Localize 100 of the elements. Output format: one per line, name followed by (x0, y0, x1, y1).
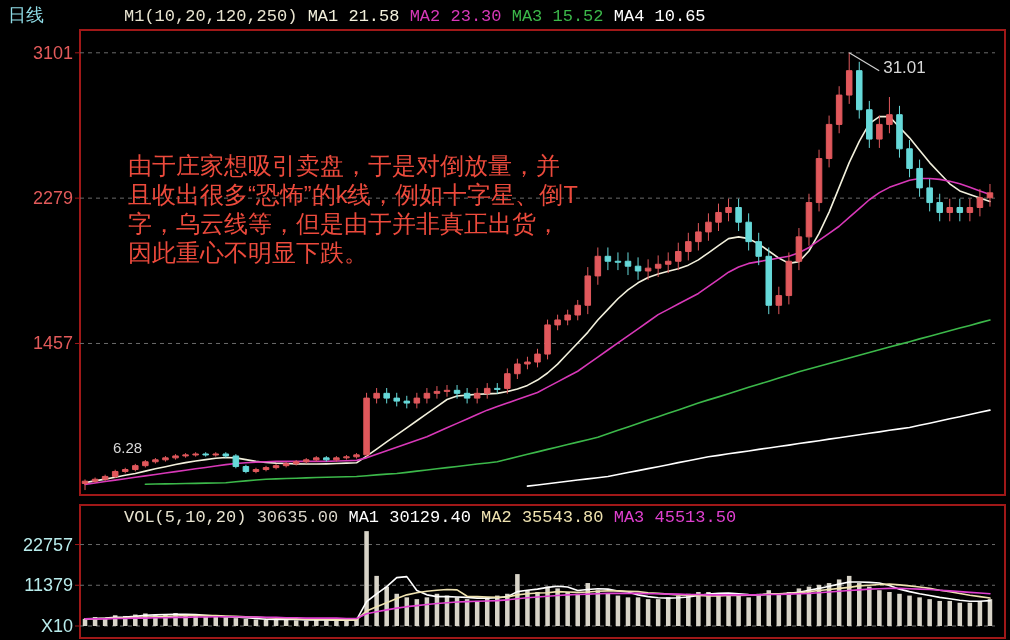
candlestick (383, 387, 390, 404)
candlestick (192, 451, 199, 458)
candlestick (886, 96, 893, 134)
candlestick (423, 387, 431, 404)
bar (676, 595, 681, 626)
candlestick (805, 193, 813, 247)
candlestick (735, 198, 742, 232)
candlestick (91, 477, 99, 484)
line-series (526, 409, 991, 487)
candlestick (715, 203, 722, 232)
bar (877, 590, 882, 626)
candlestick (906, 139, 913, 178)
bar (213, 617, 218, 626)
y-tick-label: 11379 (24, 575, 73, 596)
candlestick (313, 455, 320, 463)
candlestick (685, 232, 692, 261)
chart-title: 日线 (8, 5, 44, 25)
bar (293, 620, 299, 626)
bar (736, 595, 741, 626)
candlestick (212, 451, 220, 458)
text: MA1 30129.40 (348, 508, 482, 527)
candlestick (956, 198, 964, 222)
text: MA4 10.65 (613, 7, 706, 26)
candlestick (695, 222, 702, 251)
candlestick (111, 469, 119, 479)
candlestick (172, 453, 179, 461)
candlestick (564, 309, 571, 326)
candlestick (121, 467, 129, 474)
candlestick (855, 61, 863, 120)
candlestick (654, 254, 662, 278)
bar (947, 600, 953, 626)
text: MA2 23.30 (409, 7, 512, 26)
bar (555, 588, 560, 626)
candlestick (584, 266, 592, 315)
candlestick (363, 392, 370, 458)
candlestick (242, 464, 250, 474)
candlestick (966, 198, 974, 222)
candlestick (574, 299, 581, 321)
bar (726, 593, 731, 626)
candlestick (554, 314, 561, 331)
bar (937, 600, 942, 626)
candlestick (413, 392, 421, 409)
candlestick (443, 384, 451, 398)
candlestick (795, 227, 803, 271)
candlestick (896, 105, 903, 159)
candlestick (534, 348, 541, 368)
bar (696, 591, 701, 626)
candlestick (373, 387, 380, 404)
candlestick (343, 454, 350, 461)
candlestick (262, 465, 270, 472)
text: MA2 35543.80 (481, 508, 614, 527)
candlestick (675, 242, 682, 271)
candlestick (483, 382, 491, 400)
candlestick (936, 193, 943, 222)
annotation: 由于庄家想吸引卖盘，于是对倒放量，并且收出很多“恐怖”的k线，例如十字星、倒T字，乌云线等，但是由于并非真正出货，因此重心不明显下跌。 (128, 152, 578, 268)
candlestick (202, 451, 209, 458)
legend-title: VOL(5,10,20) (124, 508, 257, 527)
annotation: 6.28 (113, 439, 143, 457)
candlestick (473, 387, 481, 404)
y-tick-label: 22757 (22, 534, 73, 555)
candlestick (725, 198, 732, 222)
candlestick (101, 474, 109, 482)
candlestick (986, 183, 994, 208)
candlestick (514, 358, 521, 380)
candlestick (976, 188, 984, 217)
bar (857, 583, 862, 626)
candlestick (765, 246, 773, 315)
candlestick (232, 453, 240, 469)
bar (887, 591, 892, 626)
candlestick (866, 100, 873, 149)
bar (917, 597, 922, 626)
candlestick (916, 159, 923, 198)
candlestick (876, 115, 883, 149)
candlestick (222, 451, 230, 459)
candlestick (594, 246, 602, 286)
candlestick (162, 455, 169, 463)
candlestick (785, 251, 793, 305)
y-tick-label: 3101 (32, 42, 73, 63)
candlestick (353, 452, 360, 460)
text: MA1 21.58 (307, 7, 410, 26)
candlestick (403, 395, 411, 409)
y-tick-label: X10 (40, 616, 73, 636)
candlestick (524, 356, 531, 370)
legend-title: M1(10,20,120,250) (124, 7, 308, 26)
candlestick (393, 392, 400, 407)
candlestick (815, 149, 823, 212)
candlestick (845, 52, 853, 105)
candlestick (292, 459, 300, 466)
candlestick (152, 457, 159, 465)
candlestick (644, 258, 652, 281)
candlestick (664, 251, 672, 274)
candlestick (614, 251, 622, 271)
candlestick (946, 198, 954, 222)
bar (495, 595, 500, 626)
y-tick-label: 1457 (32, 333, 73, 354)
candlestick (132, 463, 139, 472)
bar (575, 593, 580, 626)
candlestick (825, 115, 833, 168)
candlestick (463, 387, 471, 404)
bar (897, 593, 902, 626)
